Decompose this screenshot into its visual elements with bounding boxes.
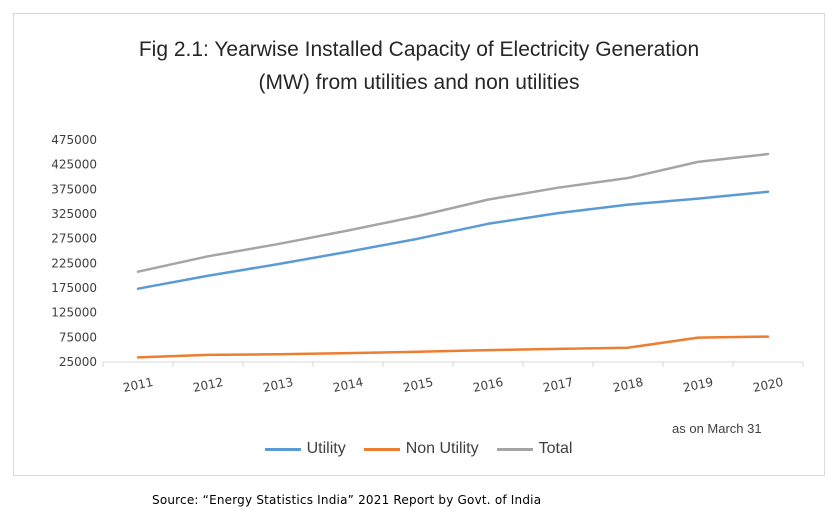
legend-swatch-non-utility — [363, 447, 400, 451]
x-tick-label: 2011 — [122, 375, 155, 395]
chart-note: as on March 31 — [672, 421, 762, 436]
legend-label-utility: Utility — [306, 440, 346, 457]
legend-label-total: Total — [538, 440, 573, 457]
y-tick-label: 125000 — [51, 306, 97, 320]
legend-swatch-total — [496, 447, 533, 451]
legend-swatch-utility — [264, 447, 301, 451]
x-tick-label: 2013 — [262, 375, 295, 395]
x-tick-label: 2019 — [682, 375, 715, 395]
series-line-utility — [136, 190, 770, 290]
x-axis: 2011 2012 2013 2014 2015 2016 2017 2018 2019 2020 — [102, 361, 804, 395]
x-tick-label: 2017 — [542, 375, 575, 395]
y-tick-label: 275000 — [51, 232, 97, 246]
legend: Utility Non Utility Total — [0, 440, 837, 458]
legend-label-non-utility: Non Utility — [405, 440, 479, 457]
y-axis: 475000 425000 375000 325000 275000 225000 1750… — [51, 133, 97, 369]
y-tick-label: 25000 — [59, 355, 97, 369]
series-layer — [136, 152, 770, 359]
y-tick-label: 75000 — [59, 330, 97, 344]
chart-title-line-2: (MW) from utilities and non utilities — [258, 71, 580, 94]
x-tick-label: 2018 — [612, 375, 645, 395]
source-note: Source: “Energy Statistics India” 2021 R… — [152, 493, 542, 507]
y-tick-label: 375000 — [51, 182, 97, 196]
series-line-total — [136, 152, 770, 273]
legend-item-total: Total — [496, 440, 573, 458]
y-tick-label: 175000 — [51, 281, 97, 295]
legend-item-non-utility: Non Utility — [363, 440, 479, 458]
y-tick-label: 475000 — [51, 133, 97, 147]
legend-item-utility: Utility — [264, 440, 346, 458]
series-line-non-utility — [136, 335, 770, 359]
y-tick-label: 425000 — [51, 158, 97, 172]
x-tick-label: 2020 — [752, 375, 785, 395]
y-tick-label: 325000 — [51, 207, 97, 221]
x-tick-label: 2012 — [192, 375, 225, 395]
y-tick-label: 225000 — [51, 256, 97, 270]
x-tick-label: 2016 — [472, 375, 505, 395]
x-tick-label: 2015 — [402, 375, 435, 395]
x-tick-label: 2014 — [332, 375, 365, 395]
chart-title-line-1: Fig 2.1: Yearwise Installed Capacity of … — [138, 38, 700, 61]
chart-frame — [13, 13, 825, 476]
